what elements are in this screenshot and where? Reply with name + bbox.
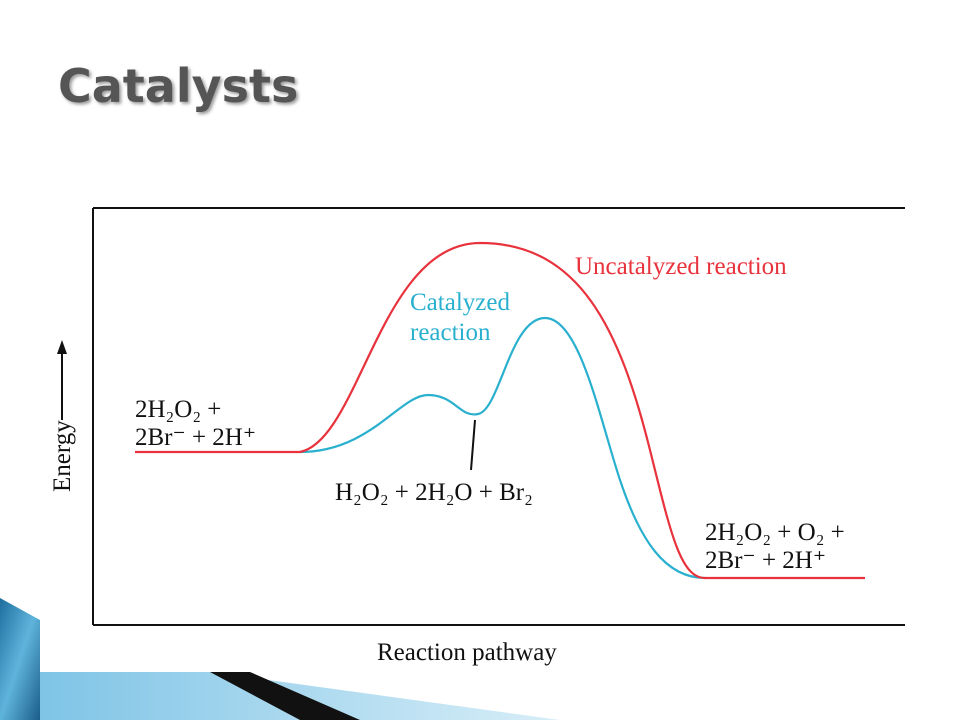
x-axis-label: Reaction pathway [377,639,557,666]
pointer [470,419,476,471]
y-axis-arrowhead [57,340,67,354]
decoration [0,598,40,720]
uncatalyzed-curve [135,241,865,580]
y-axis-label: Energy [49,420,76,492]
uncatalyzed-label: Uncatalyzed reaction [575,253,787,280]
slide-title: Catalysts [58,59,298,113]
reactants-label: 2Br⁻ + 2H⁺ [135,424,256,451]
decoration [210,672,360,720]
diagram-frame [92,207,905,626]
intermediate-label: H₂O₂ + 2H₂O + Br₂ [335,479,533,506]
products-label: 2H₂O₂ + O₂ + [705,519,845,546]
reactants-label: 2H₂O₂ + [135,396,221,423]
products-label: 2Br⁻ + 2H⁺ [705,547,826,574]
catalyzed-curve [299,316,706,580]
catalyzed-label: reaction [410,319,491,346]
catalyzed-label: Catalyzed [410,289,510,316]
